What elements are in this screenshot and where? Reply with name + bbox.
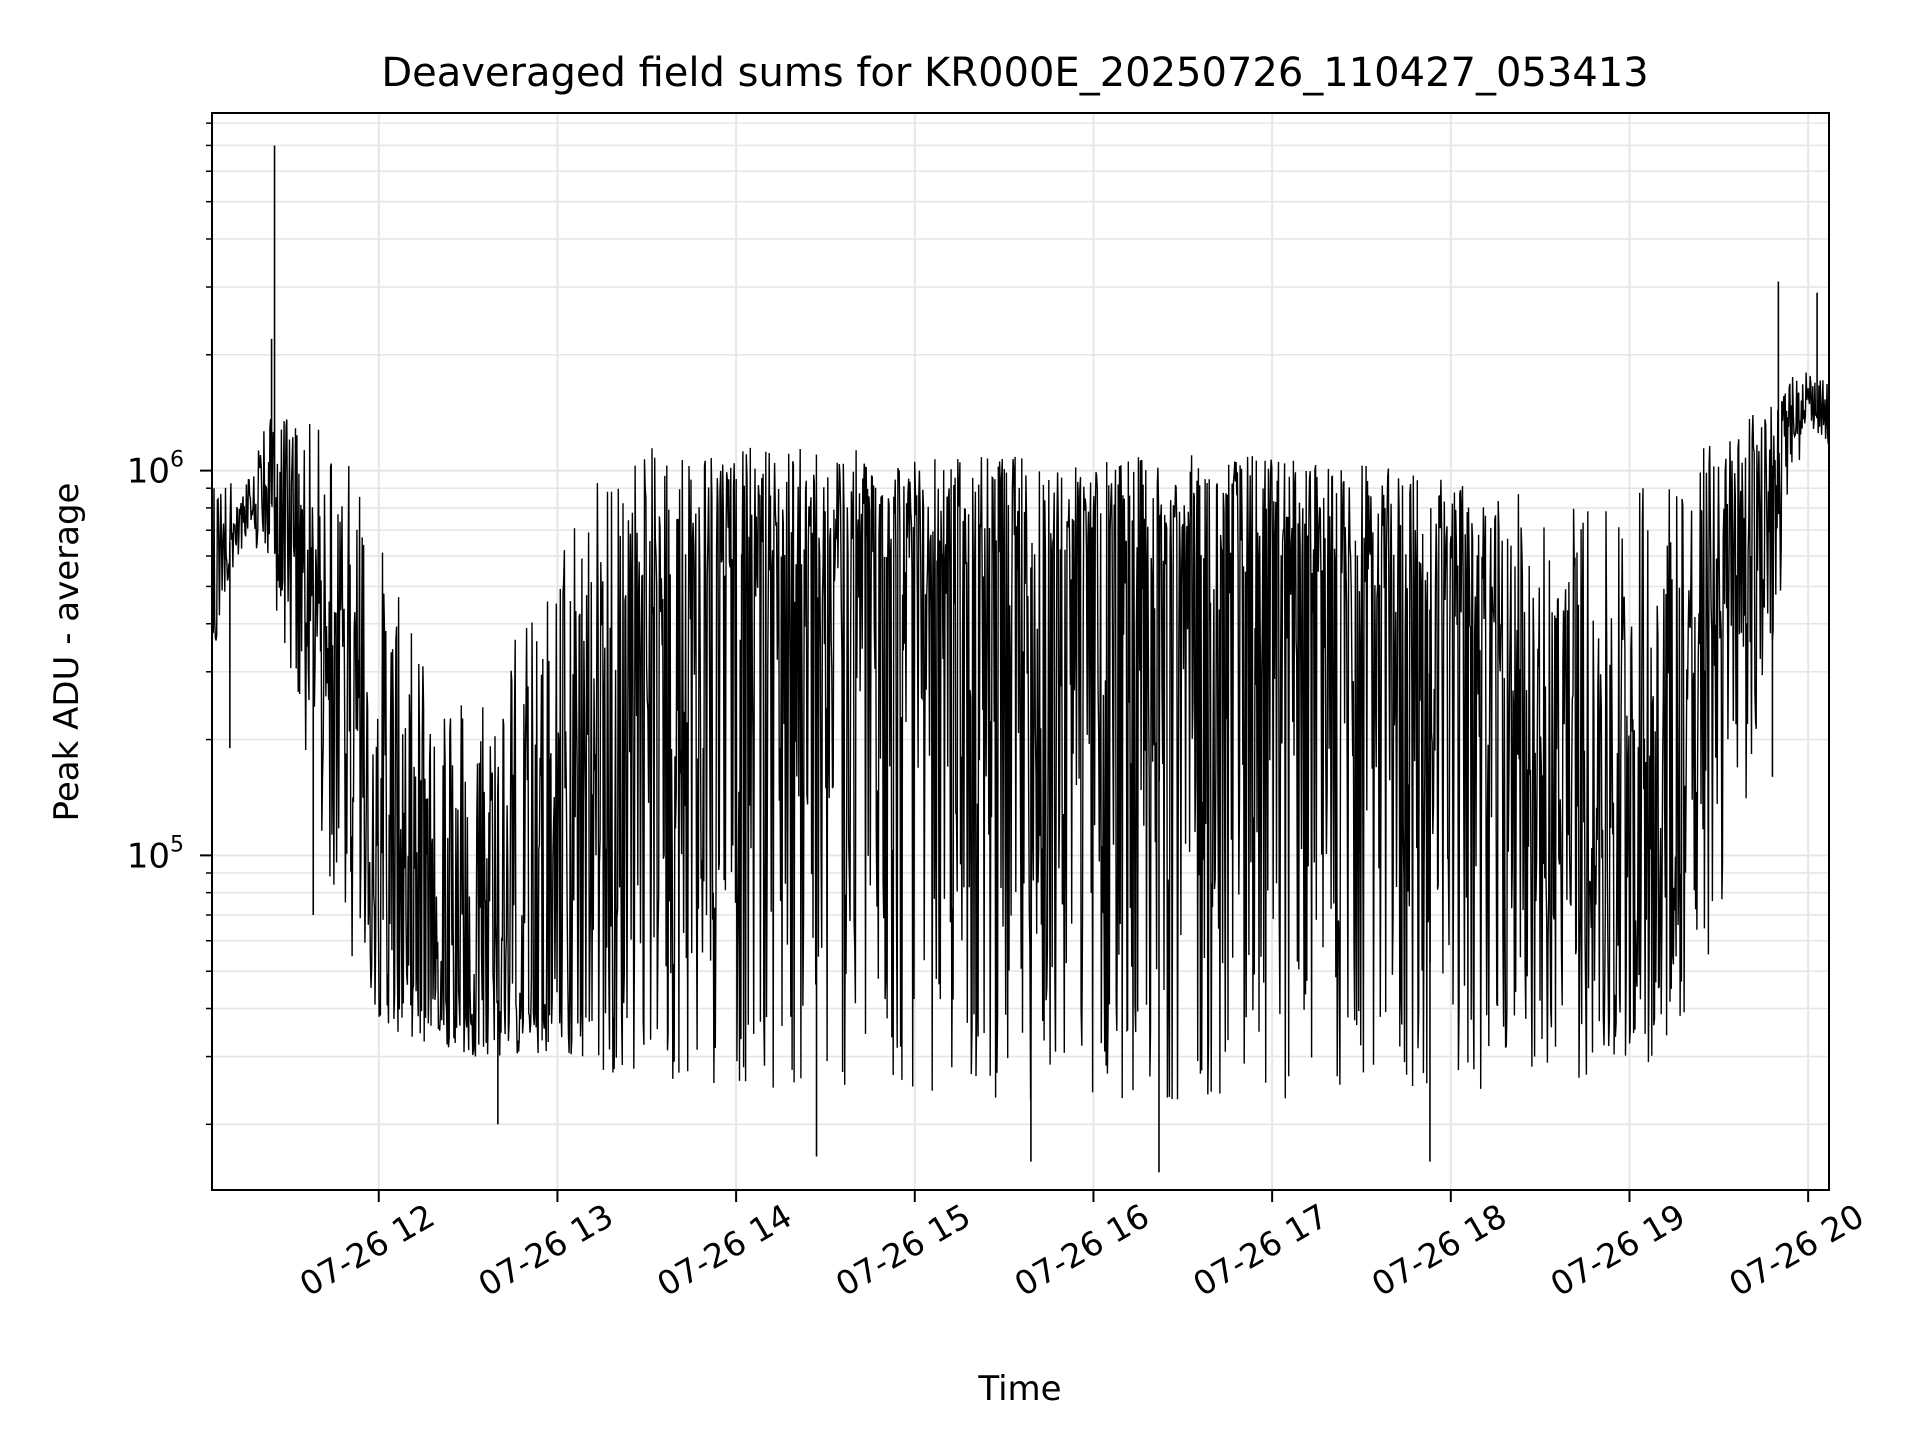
y-tick-base: 10: [127, 452, 170, 492]
plot-frame: [211, 112, 1830, 1191]
y-tick-label: 105: [127, 832, 184, 876]
chart-title: Deaveraged field sums for KR000E_2025072…: [381, 50, 1648, 96]
y-axis-label: Peak ADU - average: [47, 483, 87, 822]
y-tick-exponent: 6: [170, 448, 184, 473]
y-tick-base: 10: [127, 836, 170, 876]
y-tick-exponent: 5: [170, 832, 184, 857]
x-axis-label: Time: [977, 1369, 1061, 1409]
series-trace: [211, 372, 1830, 1100]
y-tick-label: 106: [127, 448, 184, 492]
series-line: [211, 145, 1830, 1173]
